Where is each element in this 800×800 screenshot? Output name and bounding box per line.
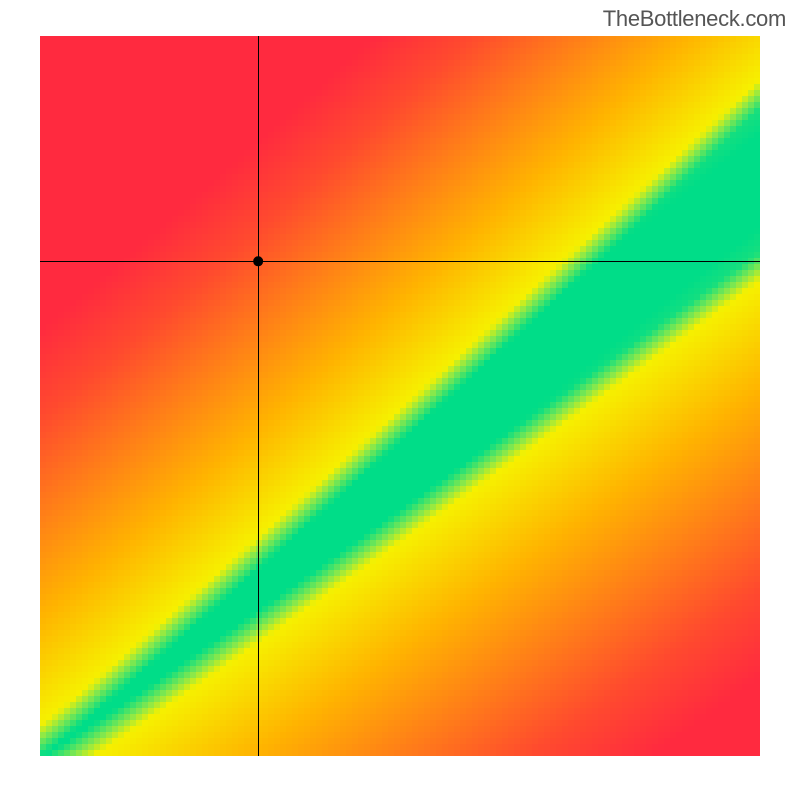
- heatmap-canvas: [40, 36, 760, 756]
- attribution-label: TheBottleneck.com: [603, 6, 786, 32]
- bottleneck-heatmap: [40, 36, 760, 756]
